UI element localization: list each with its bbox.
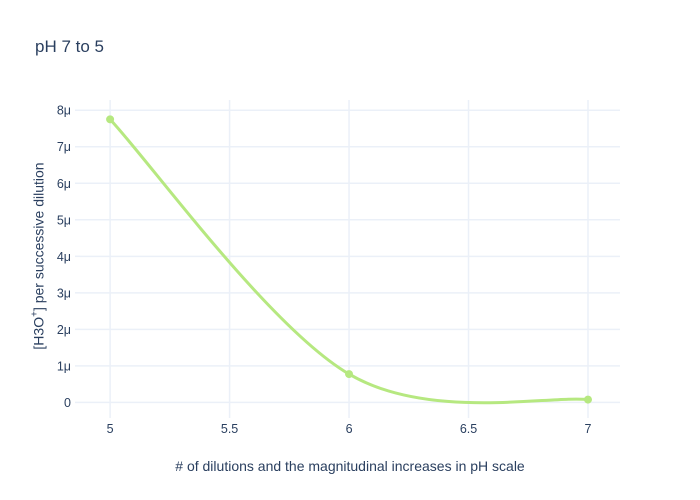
x-tick-label: 6.5 [460, 422, 477, 436]
x-tick-label: 5 [107, 422, 114, 436]
y-axis-title: [H3O+] per successive dilution [30, 162, 47, 349]
data-series [106, 115, 592, 405]
gridlines [80, 100, 620, 413]
series-line [108, 117, 590, 405]
y-tick-label: 5μ [57, 213, 71, 227]
y-axis-title-prefix: [H3O [30, 316, 47, 350]
y-tick-label: 1μ [57, 359, 71, 373]
y-tick-label: 7μ [57, 140, 71, 154]
y-axis-title-superscript: + [29, 311, 41, 317]
data-point-marker[interactable] [583, 395, 592, 404]
x-tick-label: 5.5 [221, 422, 238, 436]
y-tick-label: 3μ [57, 286, 71, 300]
chart-title: pH 7 to 5 [35, 37, 104, 56]
y-tick-label: 6μ [57, 177, 71, 191]
x-axis-title: # of dilutions and the magnitudinal incr… [175, 458, 525, 474]
tick-labels: 5 5.5 6 6.5 7 0 1μ 2μ 3μ 4μ 5μ 6μ 7μ 8μ [57, 104, 592, 436]
axis-ticks [75, 109, 589, 418]
x-tick-label: 7 [585, 422, 592, 436]
x-tick-label: 6 [346, 422, 353, 436]
y-tick-label: 4μ [57, 250, 71, 264]
data-point-marker[interactable] [106, 115, 115, 124]
y-tick-label: 2μ [57, 323, 71, 337]
y-tick-label: 0 [64, 396, 71, 410]
data-point-marker[interactable] [345, 370, 354, 379]
y-tick-label: 8μ [57, 104, 71, 118]
y-axis-title-suffix: ] per successive dilution [30, 162, 47, 312]
